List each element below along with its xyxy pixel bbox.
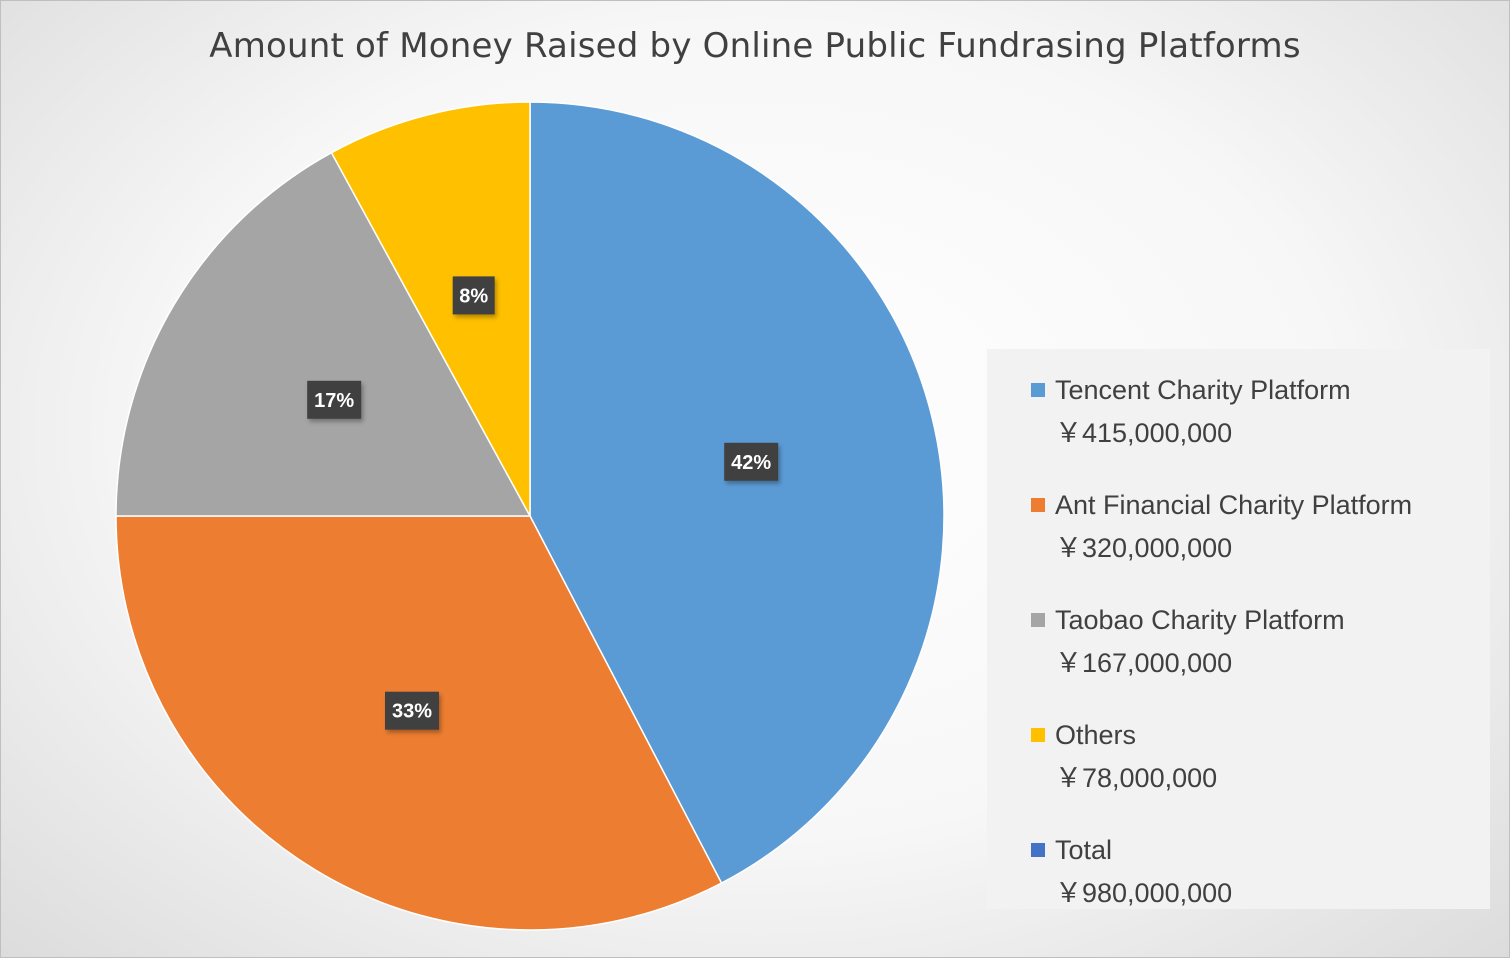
data-label-text: 42% [731, 452, 771, 474]
legend-amount: ￥320,000,000 [1055, 533, 1233, 563]
data-label-box [385, 691, 439, 730]
legend: Tencent Charity Platform ￥415,000,000 An… [987, 349, 1490, 909]
data-label-box [307, 380, 362, 419]
data-label-ant-financial-charity-platform: 33% [385, 691, 439, 730]
data-label-text: 33% [392, 701, 432, 723]
chart-title: Amount of Money Raised by Online Public … [209, 26, 1301, 66]
pie-slice-tencent-charity-platform[interactable] [529, 101, 945, 885]
legend-amount: ￥980,000,000 [1055, 878, 1233, 908]
pie-slice-others[interactable] [330, 101, 531, 517]
pie-slice-taobao-charity-platform[interactable] [115, 151, 532, 517]
legend-label: Taobao Charity Platform [1055, 605, 1345, 635]
legend-swatch [1031, 728, 1045, 742]
legend-amount: ￥78,000,000 [1055, 763, 1218, 793]
data-label-others: 8% [452, 276, 495, 315]
legend-label: Ant Financial Charity Platform [1055, 490, 1413, 520]
data-label-taobao-charity-platform: 17% [307, 380, 362, 419]
legend-label: Tencent Charity Platform [1055, 375, 1351, 405]
data-label-tencent-charity-platform: 42% [724, 442, 779, 481]
legend-amount: ￥167,000,000 [1055, 648, 1233, 678]
legend-swatch [1031, 498, 1045, 512]
data-label-text: 17% [314, 390, 354, 412]
data-label-text: 8% [459, 285, 488, 307]
data-label-box [452, 276, 495, 315]
pie-slices [115, 101, 945, 931]
legend-swatch [1031, 613, 1045, 627]
legend-label: Total [1055, 835, 1113, 865]
legend-swatch [1031, 383, 1045, 397]
legend-amount: ￥415,000,000 [1055, 418, 1233, 448]
legend-swatch [1031, 843, 1045, 857]
legend-label: Others [1055, 720, 1137, 750]
data-label-box [724, 442, 779, 481]
pie-data-labels: 42% 33% 17% 8% [307, 276, 779, 730]
